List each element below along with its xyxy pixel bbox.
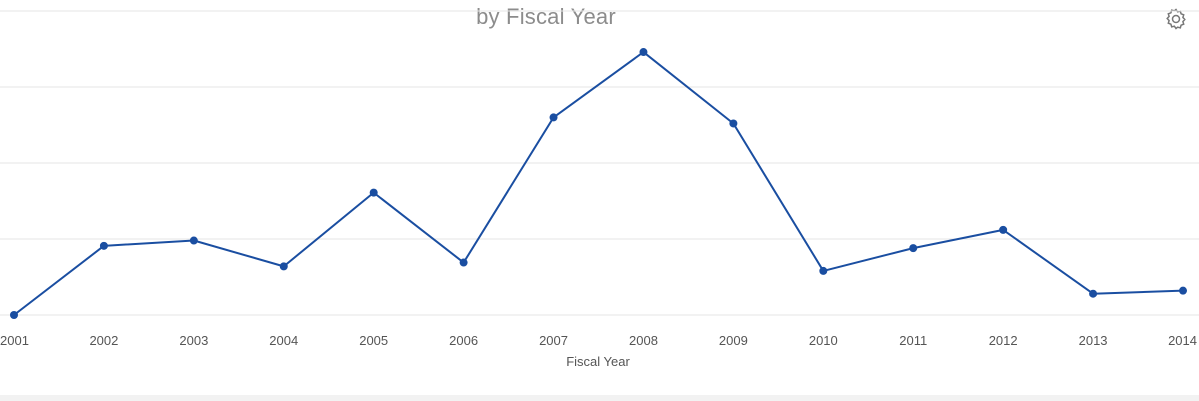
x-tick-label-2007: 2007 — [539, 333, 568, 348]
x-tick-label-2001: 2001 — [0, 333, 29, 348]
x-tick-label-2010: 2010 — [809, 333, 838, 348]
data-point-2012[interactable] — [999, 225, 1008, 234]
x-tick-label-2011: 2011 — [899, 333, 927, 348]
x-tick-label-2012: 2012 — [989, 333, 1018, 348]
data-point-2013[interactable] — [1089, 289, 1098, 298]
bottom-border — [0, 395, 1199, 401]
x-tick-label-2013: 2013 — [1079, 333, 1108, 348]
gear-icon[interactable] — [1164, 7, 1188, 31]
data-point-2014[interactable] — [1179, 286, 1187, 295]
data-points — [10, 48, 1187, 319]
data-point-2003[interactable] — [189, 236, 198, 245]
data-point-2005[interactable] — [369, 188, 378, 197]
data-point-2009[interactable] — [729, 119, 738, 128]
x-tick-label-2005: 2005 — [359, 333, 388, 348]
gridlines — [0, 10, 1199, 316]
data-point-2004[interactable] — [279, 262, 288, 271]
x-tick-label-2004: 2004 — [269, 333, 298, 348]
x-tick-label-2002: 2002 — [89, 333, 118, 348]
series-line-layer — [13, 51, 1184, 316]
x-tick-label-2006: 2006 — [449, 333, 478, 348]
data-point-2002[interactable] — [99, 241, 108, 250]
x-axis-title: Fiscal Year — [566, 354, 630, 369]
series-line — [13, 51, 1184, 316]
data-point-2006[interactable] — [459, 258, 468, 267]
x-tick-label-2009: 2009 — [719, 333, 748, 348]
x-axis-ticks: 2001 2002 2003 2004 2005 2006 2007 2008 2009 2010… — [0, 333, 1197, 348]
data-point-2007[interactable] — [549, 113, 558, 122]
data-point-2010[interactable] — [819, 266, 828, 275]
x-tick-label-2003: 2003 — [179, 333, 208, 348]
chart-title: by Fiscal Year — [476, 4, 616, 29]
x-tick-label-2008: 2008 — [629, 333, 658, 348]
data-point-2011[interactable] — [909, 244, 918, 253]
data-point-2008[interactable] — [639, 48, 648, 57]
data-point-2001[interactable] — [10, 311, 18, 319]
x-tick-label-2014: 2014 — [1168, 333, 1197, 348]
